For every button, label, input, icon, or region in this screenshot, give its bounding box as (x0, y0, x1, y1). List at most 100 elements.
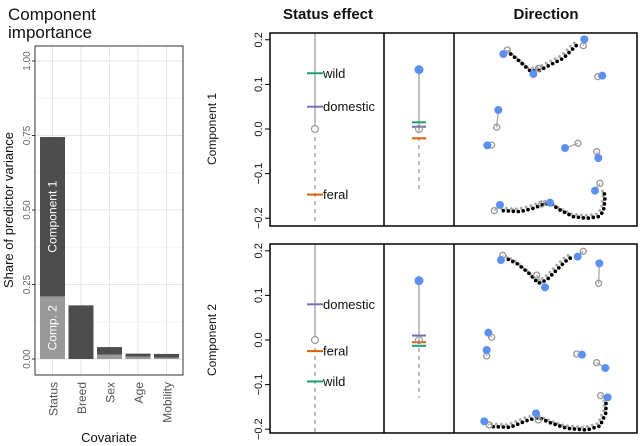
curve-dot (597, 424, 601, 429)
reference-curve-dot (540, 276, 544, 280)
curve-dot (529, 417, 534, 422)
curve-dot (523, 268, 527, 272)
reference-landmark (594, 279, 603, 287)
shifted-landmark (595, 259, 604, 268)
curve-dot (525, 418, 529, 423)
reference-curve-dot (544, 274, 548, 278)
reference-landmark (532, 271, 541, 279)
curve-dot (602, 192, 607, 196)
curve-dot (562, 210, 567, 215)
reference-curve-dot (575, 425, 579, 429)
reference-curve-dot (514, 207, 518, 211)
shifted-landmark (495, 200, 504, 209)
y-tick-label: −0.1 (253, 163, 265, 185)
reference-landmark (579, 247, 587, 255)
curve-dot (560, 262, 565, 267)
curve-dot (602, 202, 607, 206)
curve-dot (506, 425, 511, 430)
curve-dot (521, 209, 526, 213)
reference-curve-dot (519, 206, 523, 210)
reference-curve-dot (558, 55, 562, 59)
curve-dot (520, 420, 525, 425)
curve-dot (506, 257, 511, 262)
y-tick-label: 0.75 (22, 125, 33, 145)
curve-dot (527, 271, 531, 276)
shifted-landmark (594, 153, 603, 162)
x-tick-label: Age (132, 382, 146, 404)
reference-curve-dot (499, 422, 503, 426)
curve-dot (574, 43, 579, 48)
curve-dot (515, 261, 520, 266)
bar-status-comp-2 (40, 296, 65, 359)
y-tick-label: 0.00 (22, 349, 33, 369)
reference-curve-dot (561, 423, 565, 427)
reference-curve-dot (600, 199, 604, 203)
curve-dot (511, 424, 515, 428)
reference-curve-dot (551, 267, 555, 271)
shifted-landmark (494, 105, 503, 114)
y-tick-label: −0.2 (253, 418, 265, 440)
bars (40, 136, 179, 359)
curve-dot (537, 281, 542, 285)
y-tick-label: 0.1 (253, 288, 265, 303)
baseline-point (310, 335, 320, 345)
bar-chart-title-line2: importance (8, 23, 92, 42)
reference-curve-dot (509, 421, 513, 425)
shifted-landmark (560, 143, 569, 152)
reference-curve-dot (518, 418, 522, 422)
curve-dot (599, 211, 604, 215)
curve-dot (572, 427, 577, 431)
bar-age-comp-2 (125, 356, 151, 359)
curve-dot (496, 425, 501, 429)
curve-dot (546, 276, 551, 281)
curve-dot (559, 57, 564, 62)
bar-x-ticks: Status Breed Sex Age Mobility (47, 382, 175, 423)
reference-curve-dot (580, 425, 584, 429)
shifted-landmark (601, 363, 610, 372)
reference-landmark (592, 358, 601, 367)
shifted-landmark (590, 186, 599, 195)
reference-curve-dot (600, 413, 604, 417)
reference-curve-dot (530, 66, 534, 70)
direction-title: Direction (513, 6, 578, 23)
bar-status-component-1 (40, 136, 65, 297)
level-label-wild: wild (322, 374, 345, 389)
reference-landmark (485, 421, 493, 429)
level-label-wild: wild (322, 66, 345, 81)
reference-curve-dot (523, 416, 527, 420)
reference-landmark (534, 64, 542, 72)
reference-curve-dot (574, 213, 578, 217)
reference-landmark (503, 46, 511, 54)
reference-curve-dot (595, 422, 599, 426)
shifted-landmark (577, 350, 586, 359)
reference-curve-dot (528, 415, 532, 419)
reference-curve-dot (524, 205, 528, 209)
reference-curve-dot (584, 213, 588, 217)
baseline-point (414, 335, 424, 345)
curve-dot (571, 214, 576, 219)
curve-dot (596, 214, 601, 219)
bar-sex-component-1 (97, 347, 122, 355)
curve-dot (516, 58, 521, 63)
reference-curve-dot (602, 409, 606, 413)
reference-curve-dot (594, 212, 598, 216)
curve-dot (592, 425, 596, 430)
curve-dot (576, 215, 581, 220)
reference-landmark (596, 391, 605, 400)
curve-dot (526, 207, 530, 212)
curve-dot (501, 208, 506, 213)
reference-curve-dot (509, 207, 513, 211)
shifted-landmark (573, 252, 582, 261)
curve-dot (586, 216, 591, 220)
curve-dot (546, 64, 551, 68)
curve-dot (587, 427, 592, 432)
curve-dot (563, 54, 568, 58)
status-effect-title: Status effect (283, 6, 373, 23)
reference-curve-dot (504, 423, 508, 427)
reference-curve-dot (590, 423, 594, 427)
reference-curve-dot (494, 422, 498, 426)
curve-dot (543, 418, 548, 423)
shifted-landmark (531, 409, 540, 418)
reference-curve-dot (569, 44, 573, 48)
shifted-landmark (603, 393, 612, 402)
